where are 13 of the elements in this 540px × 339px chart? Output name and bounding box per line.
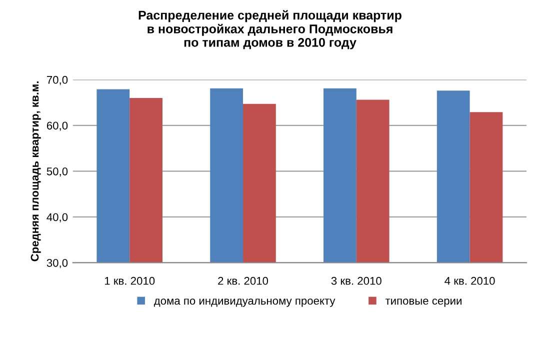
x-tick-label: 2 кв. 2010 [218, 276, 268, 285]
x-tick-label: 1 кв. 2010 [104, 276, 155, 285]
y-tick-label: 30,0 [46, 258, 68, 268]
legend-label: дома по индивидуальному проекту [154, 298, 336, 307]
y-tick-label: 40,0 [46, 213, 68, 222]
x-tick-label: 3 кв. 2010 [331, 276, 382, 285]
y-tick-label: 50,0 [46, 167, 68, 177]
legend-label: типовые серии [385, 298, 462, 307]
y-axis-title: Средняя площадь квартир, кв.м. [30, 81, 41, 262]
y-tick-label: 60,0 [46, 122, 68, 131]
chart-title: Распределение средней площади квартир в новостройках дальнего Подмосковья по типам домов в 2010 году [138, 10, 402, 50]
y-tick-label: 70,0 [46, 76, 68, 86]
x-tick-label: 4 кв. 2010 [444, 276, 495, 285]
